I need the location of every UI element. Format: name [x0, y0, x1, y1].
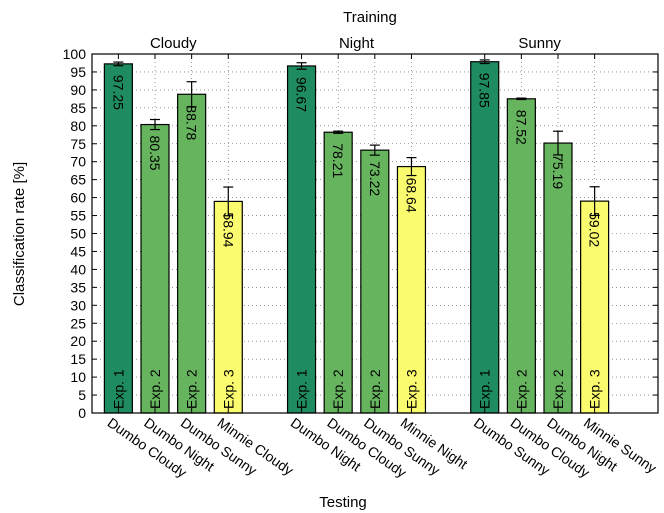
- chart-title: Training: [343, 9, 397, 26]
- value-label: 75.19: [550, 154, 566, 189]
- experiment-label: Exp. 1: [110, 369, 126, 409]
- bar: [323, 131, 353, 414]
- bar: [470, 61, 500, 414]
- value-label: 97.85: [477, 73, 493, 108]
- experiment-label: Exp. 2: [367, 369, 383, 409]
- experiment-label: Exp. 2: [513, 369, 529, 409]
- y-tick-label: 95: [70, 64, 86, 80]
- y-tick-label: 5: [78, 387, 86, 403]
- experiment-label: Exp. 2: [147, 369, 163, 409]
- y-tick-label: 75: [70, 136, 86, 152]
- bar: [396, 165, 427, 414]
- experiment-label: Exp. 3: [587, 369, 603, 409]
- bar: [103, 63, 133, 414]
- value-label: 68.64: [403, 178, 419, 213]
- y-tick-label: 50: [70, 226, 86, 242]
- y-tick-label: 90: [70, 82, 86, 98]
- experiment-label: Exp. 2: [550, 369, 566, 409]
- value-label: 58.94: [220, 212, 236, 247]
- bar: [506, 98, 536, 414]
- value-label: 96.67: [294, 77, 310, 112]
- y-tick-label: 45: [70, 243, 86, 259]
- value-label: 80.35: [147, 136, 163, 171]
- y-axis-label: Classification rate [%]: [11, 162, 28, 306]
- bar: [140, 123, 170, 414]
- y-tick-label: 70: [70, 154, 86, 170]
- y-tick-label: 10: [70, 369, 86, 385]
- y-tick-label: 30: [70, 297, 86, 313]
- y-tick-label: 55: [70, 208, 86, 224]
- value-label: 73.22: [367, 161, 383, 196]
- experiment-label: Exp. 3: [403, 369, 419, 409]
- bars: 97.25 Exp. 1 80.35 Exp. 2 88.78 Exp. 2 58.94 Ex…: [103, 59, 610, 414]
- value-label: 87.52: [513, 110, 529, 145]
- value-label: 59.02: [587, 212, 603, 247]
- x-axis-label: Testing: [319, 494, 367, 511]
- training-group-label: Sunny: [518, 35, 561, 52]
- value-label: 88.78: [184, 105, 200, 140]
- value-label: 97.25: [110, 75, 126, 110]
- experiment-label: Exp. 2: [330, 369, 346, 409]
- experiment-label: Exp. 1: [477, 369, 493, 409]
- experiment-label: Exp. 1: [294, 369, 310, 409]
- y-tick-label: 60: [70, 190, 86, 206]
- y-tick-label: 35: [70, 279, 86, 295]
- training-group-label: Cloudy: [150, 35, 197, 52]
- value-label: 78.21: [330, 143, 346, 178]
- y-tick-label: 85: [70, 100, 86, 116]
- y-tick-label: 20: [70, 333, 86, 349]
- y-tick-label: 25: [70, 315, 86, 331]
- bar: [580, 200, 610, 414]
- experiment-label: Exp. 3: [220, 369, 236, 409]
- y-tick-label: 0: [78, 405, 86, 421]
- training-group-label: Night: [339, 35, 375, 52]
- bar: [177, 93, 207, 414]
- bar: [543, 142, 573, 414]
- y-tick-label: 40: [70, 261, 86, 277]
- bar: [286, 65, 317, 414]
- y-tick-label: 65: [70, 172, 86, 188]
- experiment-label: Exp. 2: [184, 369, 200, 409]
- y-tick-label: 15: [70, 351, 86, 367]
- y-tick-label: 100: [63, 46, 87, 62]
- y-tick-label: 80: [70, 118, 86, 134]
